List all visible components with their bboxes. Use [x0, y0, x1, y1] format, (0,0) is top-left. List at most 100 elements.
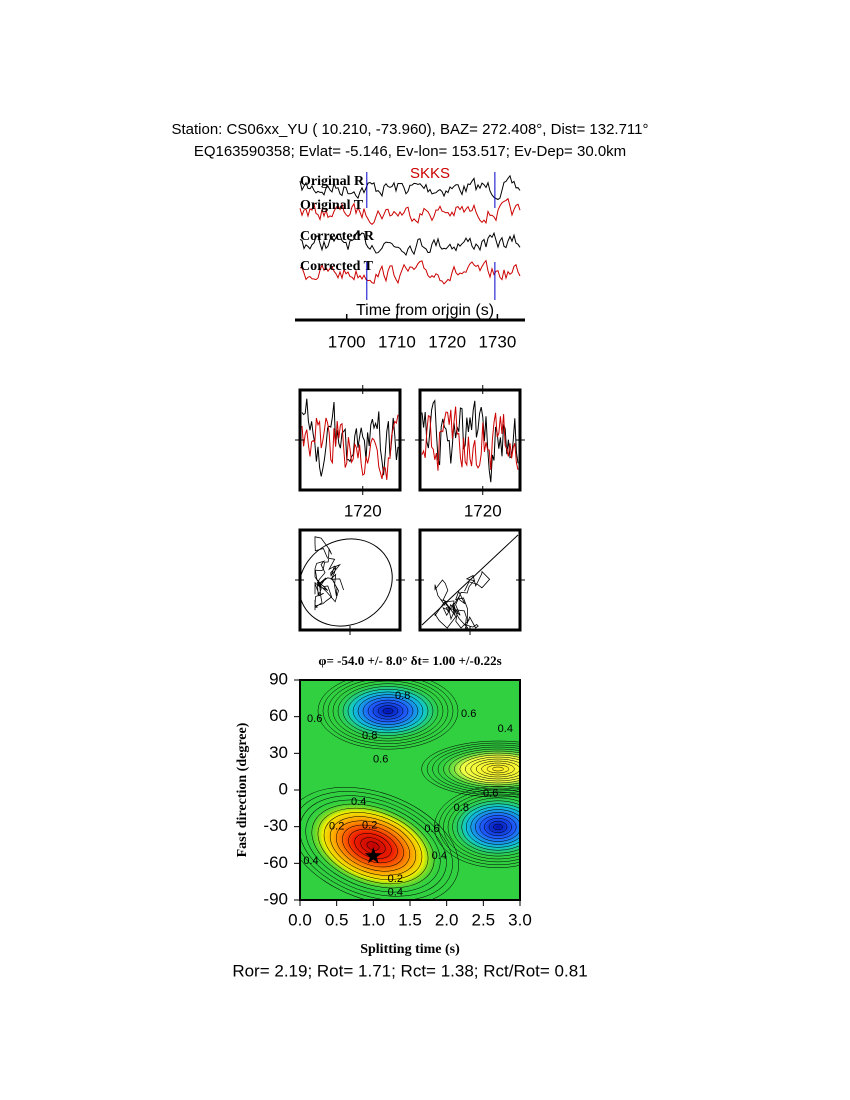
contour-line [432, 744, 520, 794]
contour-line [323, 812, 423, 880]
contour-line [366, 841, 380, 851]
x-axis-label: Splitting time (s) [360, 942, 460, 957]
trace [301, 398, 399, 477]
contour-line [329, 816, 417, 876]
contour-region [333, 681, 443, 741]
contour-label: 0.4 [432, 850, 447, 862]
contour-line [443, 791, 520, 863]
y-tick-label: 60 [269, 706, 288, 725]
contour-line [481, 762, 515, 776]
contour-region [438, 747, 520, 791]
x-tick-label: 3.0 [508, 910, 532, 929]
contour-line [488, 820, 508, 834]
contour-line [300, 791, 453, 900]
x-tick-label: 0.0 [288, 910, 312, 929]
particle-motion [314, 536, 344, 611]
contour-label: 0.8 [362, 730, 377, 742]
x-tick-label: 1.0 [362, 910, 386, 929]
footer-stats: Ror= 2.19; Rot= 1.71; Rct= 1.38; Rct/Rot… [232, 961, 587, 980]
trace-label: Corrected T [300, 259, 374, 274]
result-title: φ= -54.0 +/- 8.0° δt= 1.00 +/-0.22s [318, 653, 501, 668]
contour-line [357, 694, 419, 728]
contour-line [456, 800, 520, 854]
x-tick-label: 1700 [328, 332, 366, 351]
event-info: EQ163590358; Evlat= -5.146, Ev-lon= 153.… [194, 143, 626, 160]
trace [301, 414, 399, 480]
trace [300, 259, 521, 285]
contour-line [342, 686, 434, 736]
contour-label: 0.6 [373, 753, 388, 765]
y-tick-label: 0 [279, 779, 288, 798]
x-tick-label: 1720 [428, 332, 466, 351]
contour-label: 0.4 [303, 855, 318, 867]
contour-line [493, 823, 503, 831]
contour-line [437, 746, 520, 792]
contour-line [305, 799, 441, 893]
contour-line [348, 828, 398, 864]
y-tick-label: -90 [263, 889, 288, 908]
trace-label: Original R [300, 174, 365, 189]
contour-line [300, 786, 459, 900]
contour-line [465, 756, 520, 782]
contour-field: 0.8 0.6 0.8 0.6 0.6 0.4 0.4 0.6 0.8 0.2 0.2 0.6 0.4 0… [300, 680, 520, 900]
x-tick-label: 0.5 [325, 910, 349, 929]
contour-line [367, 699, 409, 723]
contour-line [461, 803, 520, 851]
contour-label: 0.6 [307, 713, 322, 725]
contour-line [336, 820, 410, 872]
contour-label: 0.6 [483, 788, 498, 800]
best-fit-star [364, 847, 382, 864]
trace [299, 230, 521, 257]
contour-line [452, 797, 520, 857]
contour-line [454, 752, 520, 786]
contour-line [492, 766, 504, 772]
trace [299, 197, 521, 225]
contour-line [465, 806, 520, 848]
contour-label: 0.2 [362, 819, 377, 831]
contour-line [362, 697, 414, 725]
contour-line [470, 758, 520, 780]
x-tick-label: 2.0 [435, 910, 459, 929]
contour-region [305, 799, 441, 893]
contour-label: 0.6 [461, 708, 476, 720]
station-info: Station: CS06xx_YU ( 10.210, -73.960), B… [171, 121, 648, 138]
y-tick-label: -60 [263, 853, 288, 872]
contour-line [421, 740, 520, 798]
y-tick-label: 30 [269, 743, 288, 762]
x-tick-label: 2.5 [472, 910, 496, 929]
trace [421, 406, 519, 471]
particle-motion [434, 570, 491, 629]
contour-line [479, 815, 517, 839]
contour-line [354, 833, 392, 859]
trace [421, 399, 519, 483]
contour-line [360, 837, 386, 855]
y-tick-label: -30 [263, 816, 288, 835]
contour-line [470, 809, 520, 845]
contour-line [484, 818, 512, 836]
contour-line [337, 683, 439, 739]
contour-line [342, 824, 404, 868]
contour-line [475, 812, 520, 842]
contour-label: 0.4 [498, 723, 513, 735]
x-tick-label: 1720 [464, 501, 502, 520]
contour-line [317, 807, 429, 885]
phase-label: SKKS [410, 165, 450, 182]
x-tick-label: 1720 [344, 501, 382, 520]
x-tick-label: 1730 [478, 332, 516, 351]
x-axis-label: Time from origin (s) [356, 302, 494, 319]
trace [299, 174, 521, 201]
y-tick-label: 90 [269, 669, 288, 688]
contour-line [311, 803, 435, 889]
contour-line [459, 754, 520, 784]
trace-label: Corrected R [300, 229, 375, 244]
contour-label: 0.8 [395, 690, 410, 702]
x-tick-label: 1710 [378, 332, 416, 351]
contour-line [443, 748, 520, 790]
contour-line [322, 680, 454, 747]
contour-label: 0.2 [329, 821, 344, 833]
contour-region [448, 795, 520, 859]
contour-line [327, 680, 449, 744]
x-tick-label: 1.5 [398, 910, 422, 929]
